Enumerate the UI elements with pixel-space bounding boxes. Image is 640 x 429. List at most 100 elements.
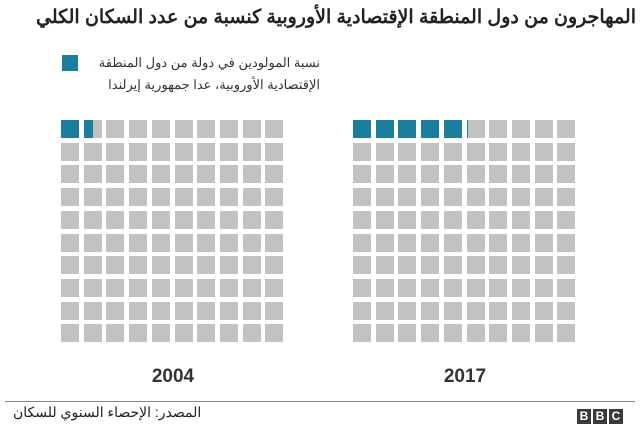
- waffle-cell: [265, 324, 284, 343]
- waffle-cell: [242, 120, 261, 138]
- waffle-cell: [443, 278, 462, 297]
- waffle-cell: [534, 120, 553, 138]
- waffle-cell: [106, 256, 125, 275]
- waffle-cell: [466, 233, 485, 252]
- waffle-cell: [421, 120, 440, 138]
- waffle-cell: [61, 142, 79, 161]
- waffle-cell: [197, 278, 216, 297]
- waffle-cell: [557, 233, 576, 252]
- waffle-cell: [83, 301, 102, 320]
- year-label-2017: 2017: [443, 366, 487, 387]
- waffle-cell: [443, 256, 462, 275]
- waffle-cell: [489, 165, 508, 184]
- waffle-cell: [151, 165, 170, 184]
- waffle-cell: [489, 188, 508, 207]
- waffle-cell-fill: [421, 120, 440, 138]
- waffle-cell: [61, 165, 79, 184]
- waffle-cell: [265, 165, 284, 184]
- waffle-cell: [489, 256, 508, 275]
- waffle-cell: [353, 324, 371, 343]
- waffle-cell: [534, 256, 553, 275]
- waffle-cell: [242, 278, 261, 297]
- waffle-cell: [375, 165, 394, 184]
- waffle-cell: [174, 278, 193, 297]
- waffle-cell: [421, 188, 440, 207]
- waffle-cell: [129, 256, 148, 275]
- waffle-cell: [443, 324, 462, 343]
- waffle-cell: [61, 278, 79, 297]
- waffle-cell: [219, 233, 238, 252]
- waffle-cell: [174, 120, 193, 138]
- waffle-cell: [557, 301, 576, 320]
- waffle-cell: [106, 324, 125, 343]
- footer-divider: [5, 401, 635, 402]
- waffle-cell: [61, 188, 79, 207]
- waffle-cell: [106, 301, 125, 320]
- waffle-cell: [242, 210, 261, 229]
- waffle-cell: [466, 188, 485, 207]
- waffle-cell: [421, 165, 440, 184]
- waffle-cell: [265, 120, 284, 138]
- waffle-cell: [61, 120, 79, 138]
- waffle-cell: [197, 165, 216, 184]
- waffle-cell: [197, 324, 216, 343]
- waffle-cell: [129, 188, 148, 207]
- waffle-cell-fill: [443, 120, 462, 138]
- waffle-cell: [443, 210, 462, 229]
- waffle-cell: [265, 142, 284, 161]
- waffle-cell: [174, 324, 193, 343]
- waffle-cell: [151, 188, 170, 207]
- waffle-cell: [353, 210, 371, 229]
- year-label-2004: 2004: [151, 366, 195, 387]
- waffle-cell: [219, 188, 238, 207]
- waffle-cell: [557, 188, 576, 207]
- waffle-cell: [106, 210, 125, 229]
- waffle-cell: [557, 210, 576, 229]
- waffle-cell: [353, 301, 371, 320]
- waffle-cell: [83, 233, 102, 252]
- legend-label: نسبة المولودين في دولة من دول المنطقة ال…: [98, 55, 320, 92]
- waffle-cell: [511, 324, 530, 343]
- waffle-cell: [557, 278, 576, 297]
- waffle-cell: [174, 165, 193, 184]
- waffle-cell: [557, 324, 576, 343]
- waffle-cell-fill: [398, 120, 417, 138]
- waffle-cell: [511, 233, 530, 252]
- waffle-cell: [443, 233, 462, 252]
- waffle-cell: [534, 324, 553, 343]
- waffle-cell: [219, 278, 238, 297]
- waffle-cell: [353, 256, 371, 275]
- waffle-cell: [129, 233, 148, 252]
- waffle-cell-fill: [61, 120, 79, 138]
- waffle-cell: [265, 233, 284, 252]
- waffle-cell: [174, 142, 193, 161]
- waffle-cell: [151, 233, 170, 252]
- waffle-cell: [219, 142, 238, 161]
- waffle-cell: [174, 188, 193, 207]
- waffle-cell: [534, 233, 553, 252]
- waffle-cell: [265, 301, 284, 320]
- waffle-cell: [375, 233, 394, 252]
- waffle-cell: [443, 188, 462, 207]
- waffle-cell: [129, 165, 148, 184]
- waffle-cell: [489, 233, 508, 252]
- waffle-cell: [466, 210, 485, 229]
- waffle-cell: [83, 188, 102, 207]
- waffle-cell: [106, 165, 125, 184]
- waffle-cell: [83, 324, 102, 343]
- waffle-cell: [61, 256, 79, 275]
- waffle-cell: [242, 256, 261, 275]
- waffle-cell: [557, 142, 576, 161]
- waffle-cell: [61, 301, 79, 320]
- waffle-cell: [197, 120, 216, 138]
- waffle-cell: [174, 210, 193, 229]
- waffle-cell: [151, 256, 170, 275]
- waffle-cell: [466, 301, 485, 320]
- waffle-cell: [242, 324, 261, 343]
- waffle-cell: [375, 210, 394, 229]
- waffle-cell: [375, 188, 394, 207]
- waffle-cell: [151, 324, 170, 343]
- waffle-cell: [197, 210, 216, 229]
- waffle-cell: [265, 188, 284, 207]
